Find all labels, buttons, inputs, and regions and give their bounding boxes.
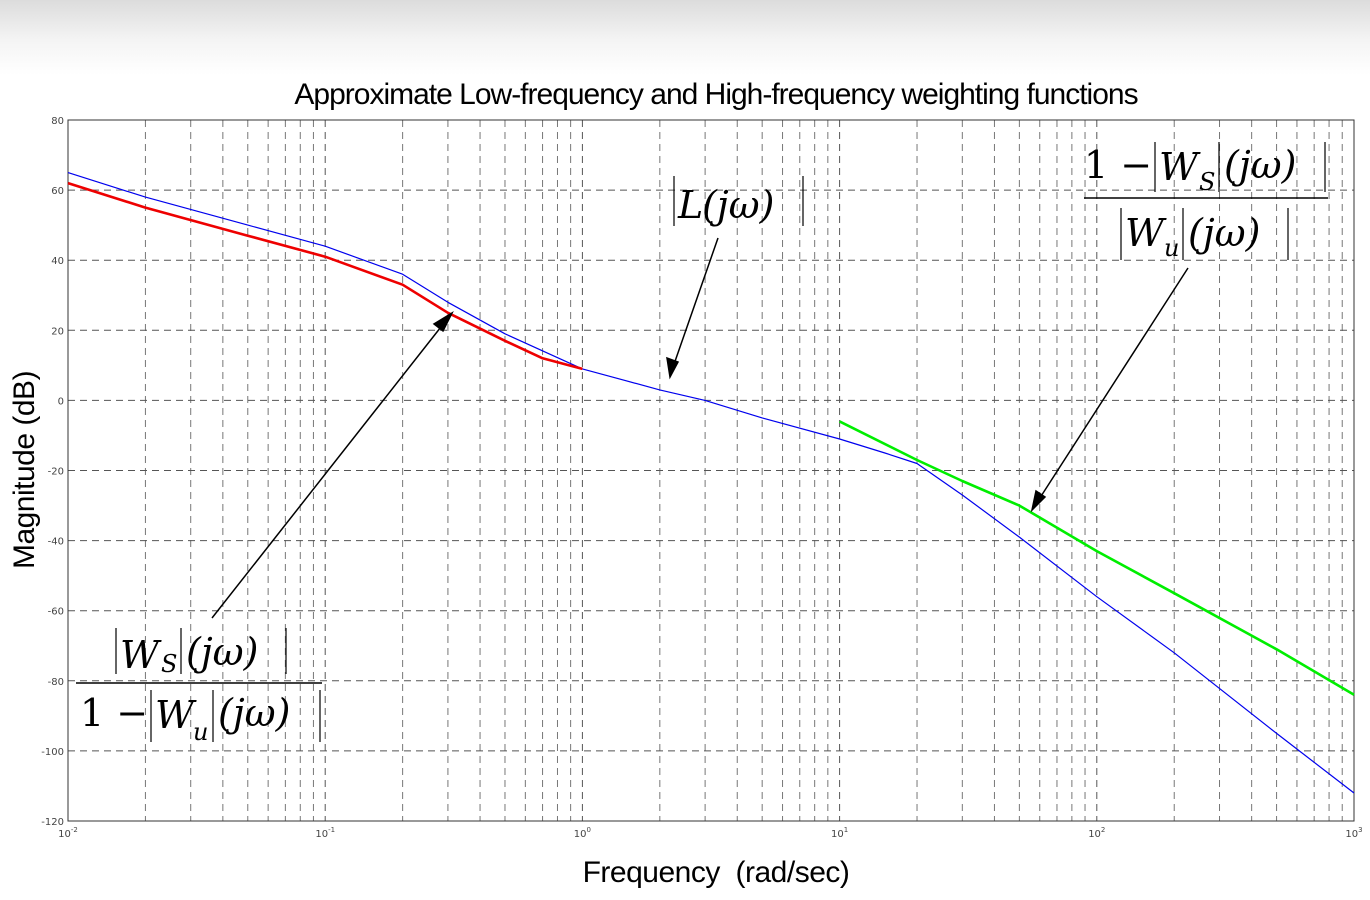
annotation-l: L (jω): [673, 176, 804, 227]
l-name: L: [677, 183, 703, 227]
y-tick-label: -120: [41, 817, 64, 828]
wu-den-arg: (jω): [1188, 211, 1260, 255]
x-tick-label: 10-2: [58, 826, 78, 840]
y-tick-label: 0: [58, 396, 64, 407]
arrow-ws-over: [211, 317, 449, 619]
arrow-wu-over-head: [1030, 489, 1047, 513]
y-tick-label: 40: [51, 256, 64, 267]
annotation-one-minus-ws-over-wu: 1 − W S (jω) W u (jω): [1084, 142, 1328, 262]
x-tick-label: 100: [574, 826, 591, 840]
arrow-wu-over: [1035, 267, 1189, 505]
y-tick-label: -20: [48, 467, 64, 478]
wu-num-w: W: [1159, 145, 1201, 189]
arrow-l: [671, 237, 719, 371]
annotation-arrows: [211, 237, 1189, 619]
y-tick-label: -80: [48, 677, 64, 688]
x-axis-label: Frequency (rad/sec): [583, 856, 850, 889]
ws-den-sub: u: [193, 718, 208, 746]
ws-num-arg: (jω): [186, 630, 258, 674]
y-tick-label: 60: [51, 186, 64, 197]
y-tick-label: -100: [41, 747, 64, 758]
arrow-l-head: [666, 356, 680, 380]
series-line-ws-bound: [67, 181, 583, 371]
series-lines: [67, 172, 1355, 794]
wu-den-w: W: [1125, 211, 1167, 255]
wu-num-sub: S: [1199, 168, 1215, 196]
y-tick-label: 80: [51, 116, 64, 127]
y-tick-label: -40: [48, 537, 64, 548]
x-tick-label: 103: [1345, 826, 1362, 840]
x-tick-label: 102: [1088, 826, 1105, 840]
series-line-l: [67, 172, 1355, 794]
series-line-wu-bound: [839, 420, 1355, 696]
y-tick-label: -60: [48, 607, 64, 618]
plot-frame: [67, 119, 1355, 822]
x-tick-label: 101: [831, 826, 848, 840]
annotation-ws-over-one-minus-wu: W S (jω) 1 − W u (jω): [76, 628, 322, 746]
wu-num-one: 1 −: [1084, 143, 1152, 187]
ws-den-one: 1 −: [80, 691, 148, 735]
y-axis-label: Magnitude (dB): [8, 371, 41, 569]
wu-num-arg: (jω): [1224, 143, 1296, 187]
chart-title: Approximate Low-frequency and High-frequ…: [294, 78, 1137, 111]
wu-den-sub: u: [1164, 234, 1179, 262]
l-arg: (jω): [702, 183, 774, 227]
ws-num-sub: S: [161, 650, 177, 678]
grid: [68, 120, 1354, 821]
y-tick-label: 20: [51, 326, 64, 337]
ws-den-w: W: [155, 693, 197, 737]
ws-num-w: W: [120, 633, 162, 677]
ws-den-arg: (jω): [218, 691, 290, 735]
x-tick-label: 10-1: [315, 826, 335, 840]
arrow-ws-over-head: [432, 310, 454, 333]
